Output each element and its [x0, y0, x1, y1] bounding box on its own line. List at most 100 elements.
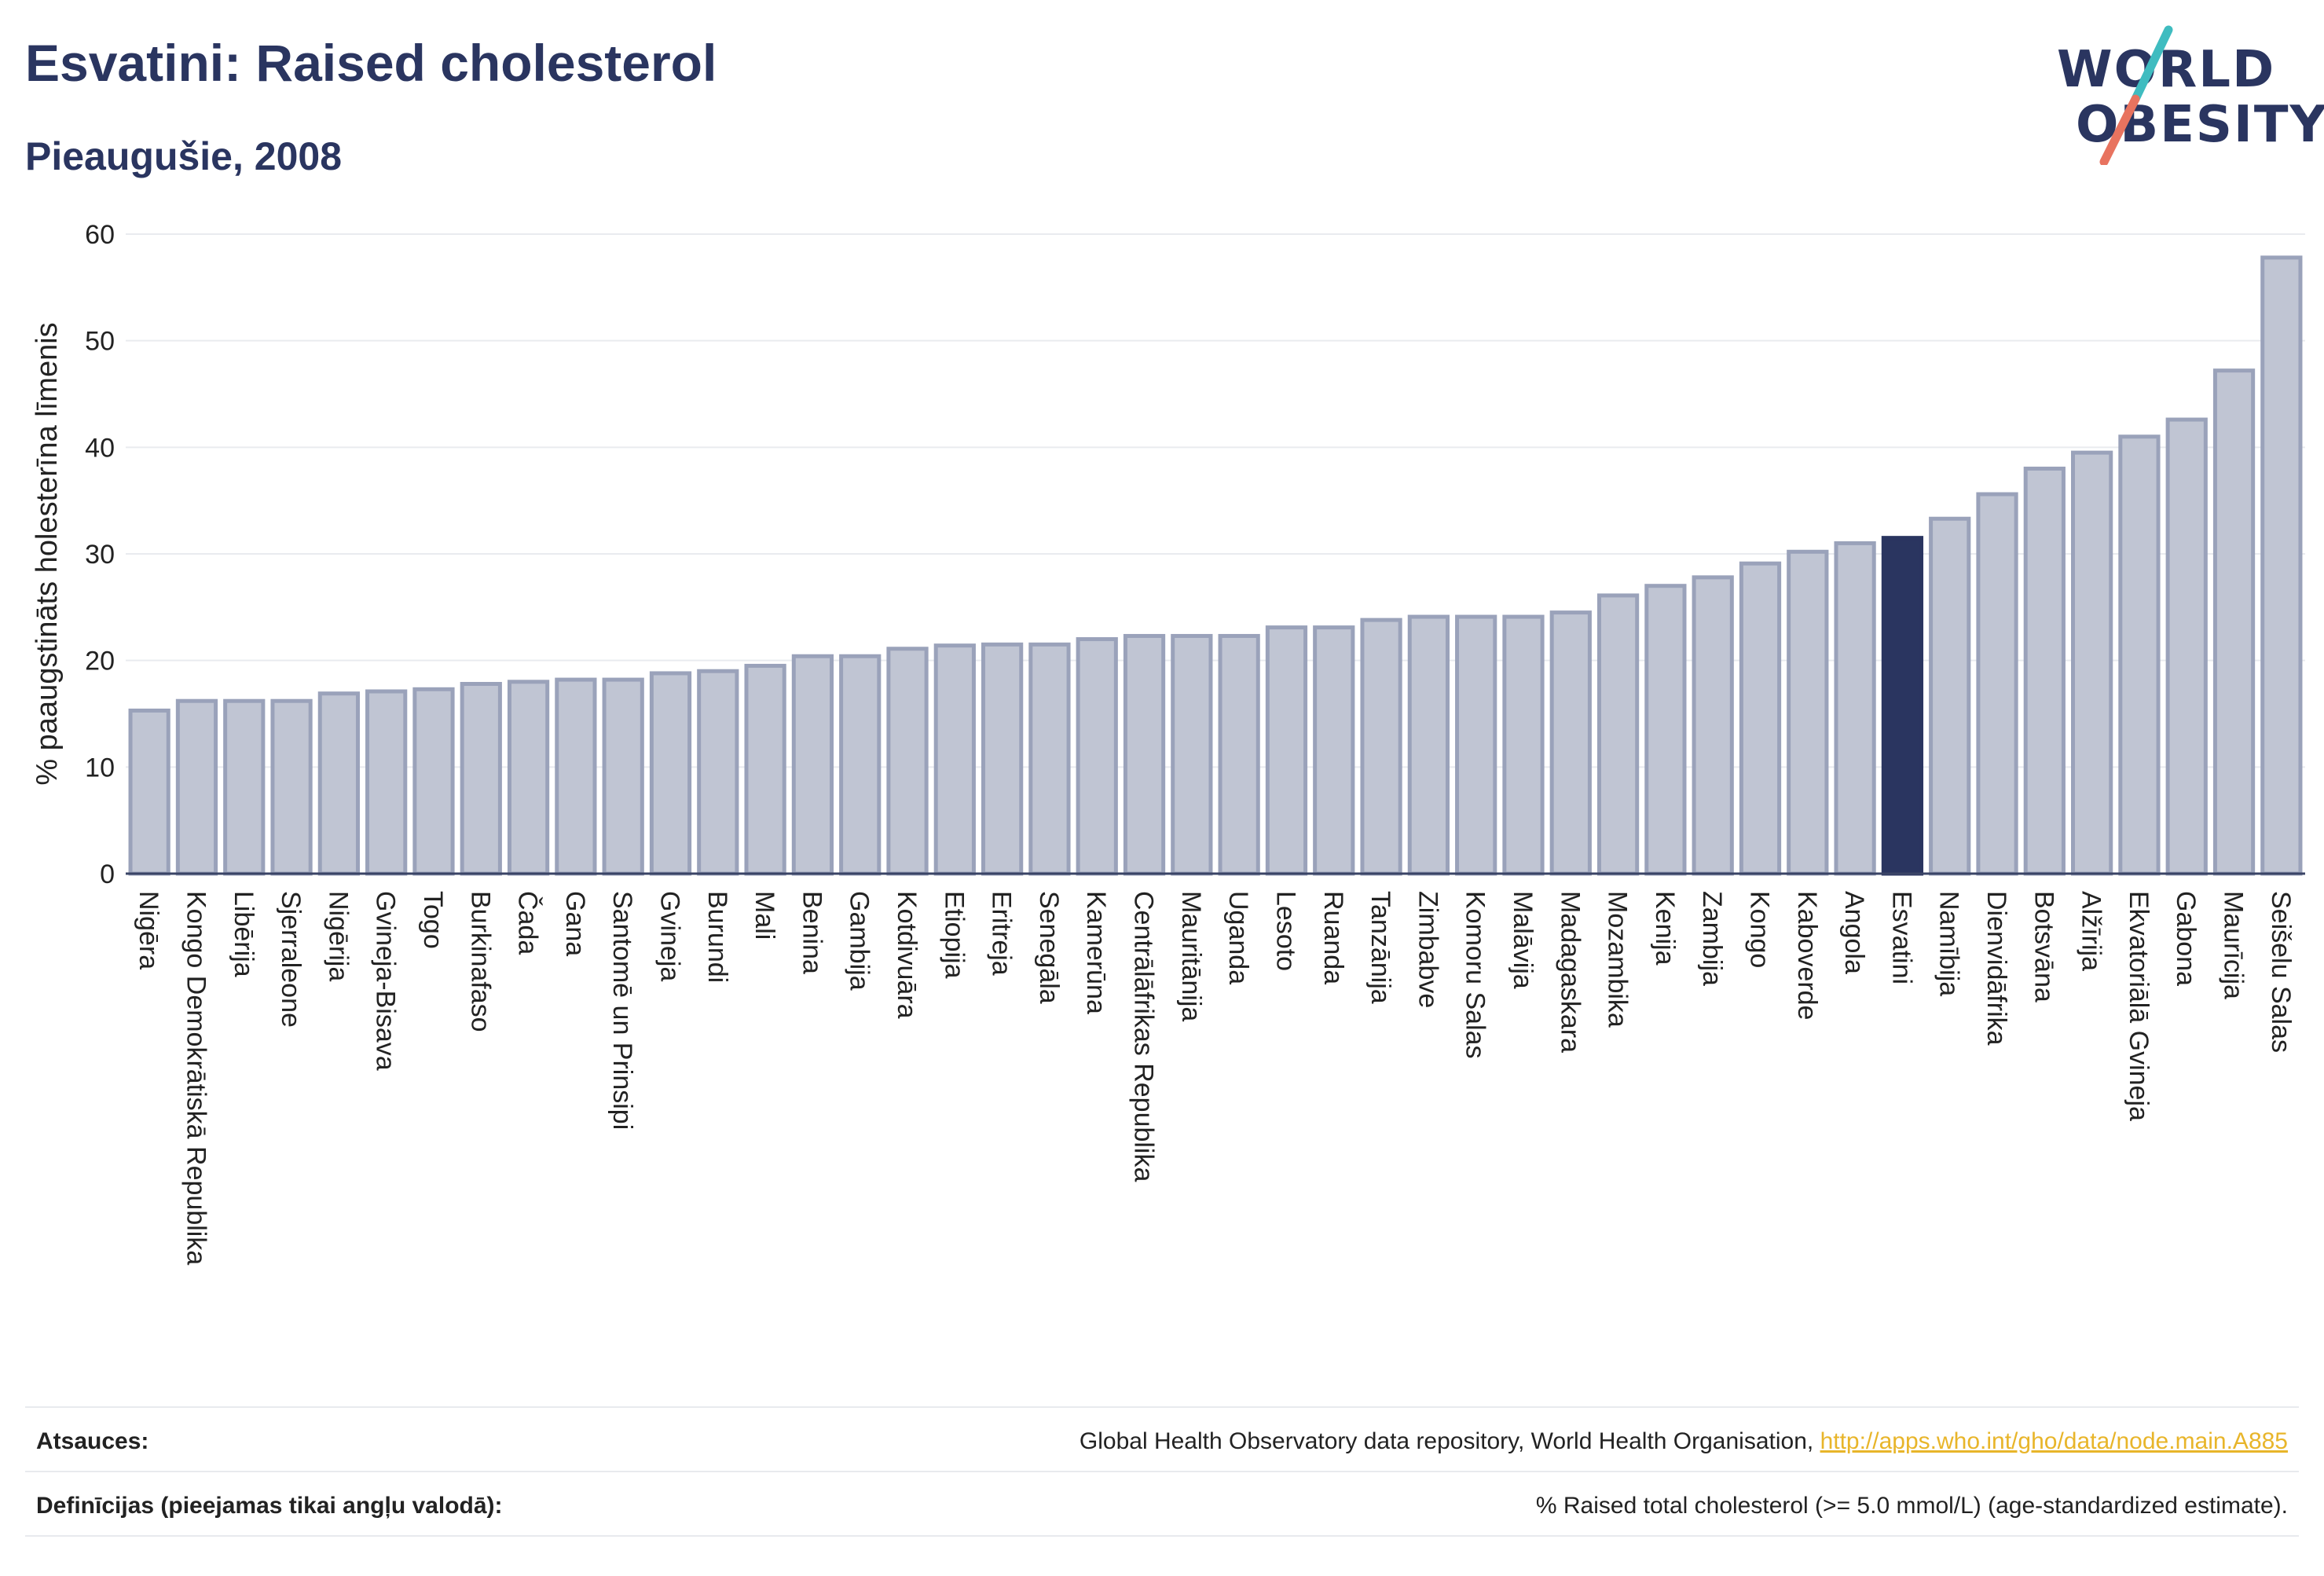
x-tick-label: Etiopija [939, 891, 969, 979]
bar [791, 654, 834, 876]
footer-divider-top [25, 1406, 2299, 1408]
x-tick-label: Esvatini [1886, 891, 1916, 984]
x-tick-label: Gvineja-Bisava [371, 891, 401, 1071]
y-axis-title: % paaugstināts holesterīna līmenis [31, 322, 64, 785]
bar [1976, 492, 2018, 876]
sources-label: Atsauces: [36, 1428, 149, 1454]
x-tick-label: Kamerūna [1081, 891, 1111, 1014]
bar [1596, 593, 1640, 876]
bar [1644, 584, 1687, 876]
chart-subtitle: Pieaugušie, 2008 [25, 134, 343, 178]
definitions-label: Definīcijas (pieejamas tikai angļu valod… [36, 1493, 503, 1519]
sources-value: Global Health Observatory data repositor… [1080, 1428, 2288, 1455]
x-tick-label: Kenija [1650, 891, 1680, 966]
x-tick-label: Burkinafaso [465, 891, 495, 1032]
x-tick-label: Libērija [229, 891, 258, 977]
bar [1028, 642, 1071, 876]
x-tick-label: Togo [418, 891, 448, 949]
x-tick-label: Benina [797, 891, 827, 974]
bar [460, 682, 502, 876]
x-tick-label: Angola [1839, 891, 1869, 974]
x-tick-label: Čada [513, 891, 543, 955]
bar [1549, 610, 1592, 876]
bar [1407, 614, 1450, 876]
bar [1692, 575, 1734, 876]
bar [1076, 637, 1118, 876]
x-tick-label: Nigēra [134, 891, 163, 969]
x-tick-label: Tanzānija [1365, 891, 1395, 1004]
bar [175, 698, 218, 876]
bar [981, 642, 1024, 876]
bar [555, 677, 597, 876]
bar [839, 654, 882, 876]
logo-slash-icon [2099, 25, 2173, 165]
y-tick-label: 60 [85, 220, 115, 250]
x-tick-label: Komoru Salas [1461, 891, 1490, 1059]
bar [2212, 368, 2256, 876]
bar [1502, 614, 1545, 876]
bar [2165, 417, 2208, 876]
x-tick-label: Senegāla [1034, 891, 1064, 1004]
x-tick-label: Mozambika [1603, 891, 1633, 1028]
bar [697, 669, 739, 876]
x-tick-label: Zimbabve [1413, 891, 1442, 1008]
bar [317, 691, 360, 876]
bar [1171, 633, 1213, 876]
y-tick-label: 40 [85, 433, 115, 463]
bar [1455, 614, 1497, 876]
y-tick-label: 20 [85, 647, 115, 676]
sources-text: Global Health Observatory data repositor… [1079, 1428, 1820, 1454]
bar [1218, 633, 1260, 876]
bar [2260, 255, 2303, 876]
footer-divider-bottom [25, 1535, 2299, 1537]
x-tick-label: Malāvija [1508, 891, 1538, 989]
sources-link[interactable]: http://apps.who.int/gho/data/node.main.A… [1820, 1428, 2288, 1454]
x-tick-label: Ruanda [1318, 891, 1348, 984]
bar [1739, 561, 1782, 876]
bar [1787, 549, 1829, 876]
x-tick-label: Uganda [1223, 891, 1253, 984]
bar [1313, 625, 1355, 876]
bar [1360, 618, 1402, 876]
y-tick-label: 0 [100, 859, 115, 889]
x-tick-label: Zambija [1697, 891, 1727, 986]
bar [649, 671, 692, 876]
bar [1123, 633, 1166, 876]
bar [1929, 516, 1971, 876]
x-tick-label: Gvineja [655, 891, 685, 981]
bar-highlight [1881, 536, 1924, 876]
x-tick-label: Gana [560, 891, 590, 956]
x-tick-label: Mauritānija [1176, 891, 1206, 1021]
x-tick-label: Dienvidāfrika [1981, 891, 2011, 1046]
bar [2071, 450, 2113, 876]
chart-title: Esvatini: Raised cholesterol [25, 34, 717, 92]
bar [412, 687, 455, 876]
y-tick-label: 30 [85, 540, 115, 570]
x-tick-label: Sjerraleone [276, 891, 306, 1028]
x-tick-label: Kongo Demokrātiskā Republika [181, 891, 211, 1265]
x-tick-label: Centrālāfrikas Republika [1129, 891, 1159, 1182]
bar [744, 663, 786, 876]
y-tick-label: 50 [85, 327, 115, 357]
x-tick-label: Kotdivuāra [892, 891, 922, 1019]
x-tick-label: Madagaskara [1555, 891, 1585, 1053]
x-tick-label: Eritreja [987, 891, 1017, 976]
world-obesity-logo: WORLD OBESITY [2043, 24, 2324, 165]
x-tick-label: Gabona [2171, 891, 2201, 986]
bar [365, 689, 408, 876]
bar [2023, 466, 2066, 876]
bar-chart: 0 10 20 30 40 50 60 Nigēra Kongo Demokrātiskā Re… [31, 220, 2305, 1265]
x-tick-label: Kongo [1745, 891, 1775, 968]
x-tick-label: Mali [750, 891, 779, 940]
x-tick-label: Gambija [845, 891, 874, 991]
x-tick-label: Seišelu Salas [2266, 891, 2296, 1053]
x-tick-label: Maurīcija [2219, 891, 2249, 999]
y-tick-label: 10 [85, 753, 115, 783]
bar [933, 643, 976, 876]
bar [1265, 625, 1308, 876]
bar [2118, 434, 2161, 876]
definitions-value: % Raised total cholesterol (>= 5.0 mmol/… [1535, 1493, 2288, 1519]
bar [507, 680, 550, 876]
bar [270, 698, 313, 876]
x-tick-label: Botsvāna [2029, 891, 2058, 1002]
